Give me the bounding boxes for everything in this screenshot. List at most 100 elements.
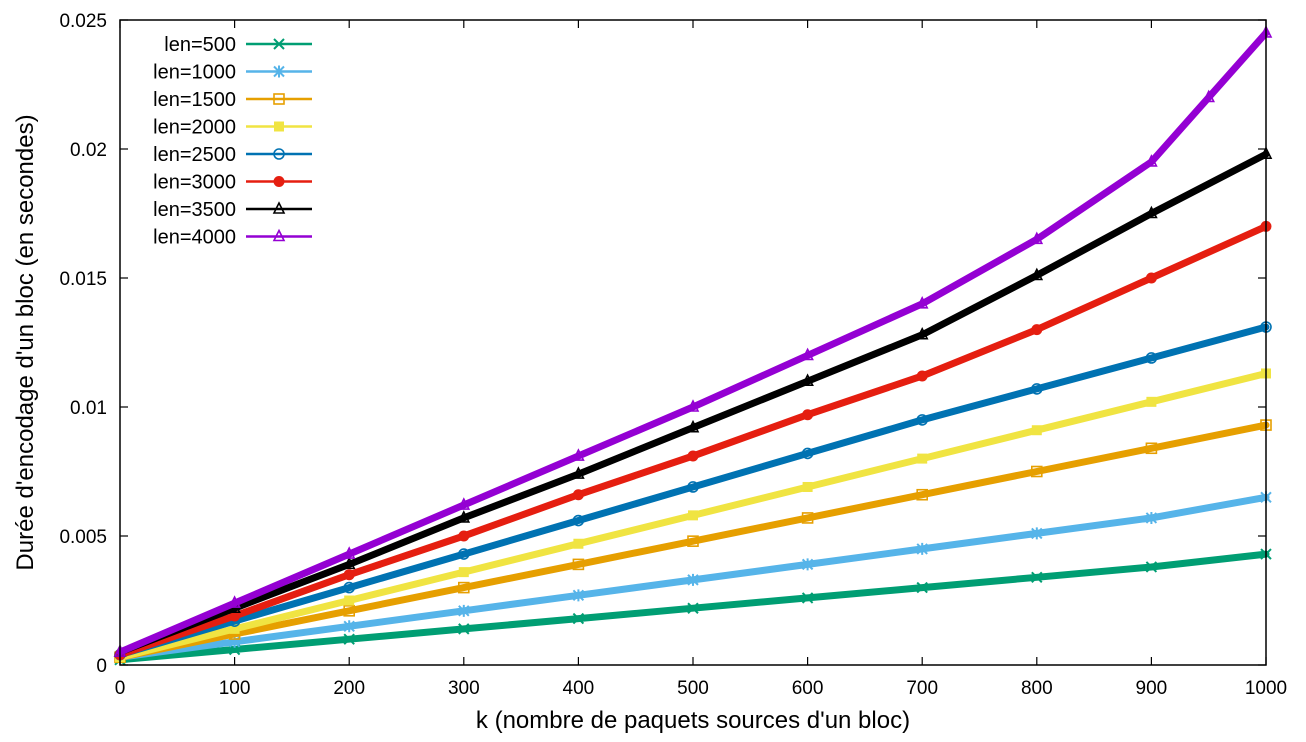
marker-triangle	[915, 296, 929, 309]
data-point	[343, 620, 355, 633]
marker-circle	[1031, 383, 1043, 395]
x-axis-title: k (nombre de paquets sources d'un bloc)	[476, 707, 910, 734]
data-point	[917, 453, 928, 464]
data-point	[801, 512, 814, 524]
marker-triangle	[1202, 89, 1215, 103]
marker-asterisk	[687, 573, 699, 586]
data-point	[687, 450, 699, 462]
marker-triangle	[1145, 205, 1158, 219]
data-point	[1031, 383, 1043, 395]
marker-circle	[273, 148, 285, 160]
marker-circle-filled	[687, 450, 699, 462]
marker-square-filled	[1031, 425, 1042, 436]
data-point	[229, 623, 240, 634]
marker-triangle	[1030, 267, 1044, 281]
data-point	[801, 592, 814, 604]
marker-square	[1145, 442, 1158, 455]
data-point	[1145, 352, 1158, 364]
legend-label: len=3500	[153, 199, 236, 221]
data-point	[1145, 511, 1158, 524]
marker-triangle	[457, 510, 471, 523]
marker-triangle	[1030, 231, 1044, 245]
y-tick-label: 0.01	[70, 398, 107, 419]
x-tick-label: 700	[906, 678, 938, 699]
series-layer	[113, 25, 1273, 666]
marker-asterisk	[1145, 511, 1158, 524]
marker-asterisk	[801, 558, 814, 571]
data-point	[915, 326, 929, 340]
data-point	[1031, 527, 1043, 540]
data-point	[572, 612, 585, 625]
data-point	[458, 623, 470, 635]
marker-circle	[572, 514, 585, 527]
marker-circle-filled	[572, 489, 584, 501]
marker-triangle	[572, 448, 585, 461]
data-point	[687, 481, 699, 493]
data-point	[344, 595, 355, 606]
series-line	[116, 222, 1270, 659]
marker-triangle	[572, 466, 585, 479]
data-point	[1031, 324, 1043, 336]
marker-x	[801, 592, 814, 604]
marker-circle-filled	[916, 370, 928, 382]
marker-circle	[1145, 352, 1158, 364]
marker-square	[343, 605, 356, 617]
data-point	[343, 569, 355, 581]
data-point	[274, 121, 284, 132]
marker-circle	[801, 447, 814, 460]
data-point	[458, 604, 470, 617]
data-point	[272, 228, 286, 242]
data-point	[1031, 425, 1042, 436]
marker-asterisk	[273, 65, 285, 78]
marker-square-filled	[274, 121, 284, 132]
x-tick-label: 900	[1136, 678, 1168, 699]
marker-triangle	[915, 326, 929, 340]
data-point	[273, 176, 285, 187]
x-tick-label: 600	[792, 678, 824, 699]
series-len=4000	[113, 25, 1273, 657]
marker-x	[458, 623, 470, 635]
data-point	[688, 510, 698, 521]
marker-triangle	[228, 595, 241, 608]
legend-label: len=3000	[153, 172, 236, 194]
marker-triangle	[272, 228, 286, 242]
marker-triangle	[457, 497, 471, 510]
data-point	[1202, 89, 1215, 103]
marker-triangle	[342, 556, 356, 570]
legend-item: len=2500	[153, 144, 312, 166]
data-point	[801, 347, 814, 361]
marker-square-filled	[1146, 396, 1157, 407]
tick-layer: 0 100 200 300 400 500 600 700 800 900 1000 0 0.005 0.…	[59, 11, 1287, 699]
data-point	[1145, 272, 1157, 284]
data-point	[1031, 465, 1043, 478]
data-point	[458, 530, 470, 542]
data-point	[916, 370, 928, 382]
marker-triangle	[801, 347, 814, 361]
data-point	[1145, 561, 1158, 573]
data-point	[273, 38, 285, 50]
marker-x	[343, 633, 355, 645]
marker-square	[457, 581, 470, 594]
data-point	[686, 419, 700, 433]
data-point	[342, 556, 356, 570]
data-point	[228, 595, 241, 608]
data-point	[801, 447, 814, 460]
series-len=500	[114, 548, 1272, 666]
marker-x	[1145, 561, 1158, 573]
data-point	[801, 558, 814, 571]
data-point	[273, 148, 285, 160]
marker-square-filled	[458, 567, 469, 578]
marker-triangle	[686, 419, 700, 433]
legend-item: len=3000	[153, 172, 312, 194]
data-point	[802, 409, 814, 421]
marker-asterisk	[916, 542, 928, 555]
data-point	[1030, 267, 1044, 281]
data-point	[229, 610, 241, 622]
data-point	[572, 466, 585, 479]
data-point	[801, 373, 814, 386]
data-point	[458, 567, 469, 578]
legend-item: len=4000	[153, 227, 312, 249]
data-point	[1145, 442, 1158, 455]
y-tick-label: 0.025	[59, 11, 107, 32]
